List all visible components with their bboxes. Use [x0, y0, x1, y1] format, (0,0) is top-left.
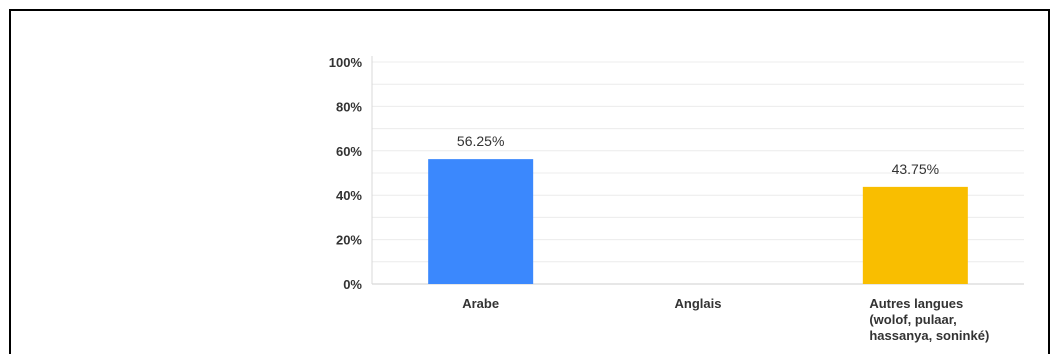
data-label: 43.75% [892, 161, 939, 177]
category-label-line: hassanya, soninké) [869, 328, 989, 343]
y-tick-label: 40% [336, 188, 362, 203]
category-label-line: (wolof, pulaar, [869, 312, 956, 327]
data-labels: 56.25% 43.75% [457, 133, 939, 177]
category-label: Anglais [675, 296, 722, 311]
category-labels: Arabe Anglais Autres langues (wolof, pulaar… [462, 296, 989, 343]
y-tick-label: 100% [329, 55, 363, 70]
chart-frame [9, 9, 1050, 354]
category-label-line: Autres langues [869, 296, 963, 311]
bar [428, 159, 534, 284]
category-label: Autres langues (wolof, pulaar, hassanya, s… [869, 296, 989, 343]
data-label: 56.25% [457, 133, 504, 149]
y-tick-labels: 0% 20% 40% 60% 80% 100% [329, 55, 363, 292]
category-label-line: Arabe [462, 296, 499, 311]
y-tick-label: 60% [336, 144, 362, 159]
bars [428, 159, 968, 284]
category-label-line: Anglais [675, 296, 722, 311]
y-tick-label: 80% [336, 99, 362, 114]
y-tick-label: 0% [343, 277, 362, 292]
category-label: Arabe [462, 296, 499, 311]
y-tick-label: 20% [336, 233, 362, 248]
bar [862, 186, 968, 284]
